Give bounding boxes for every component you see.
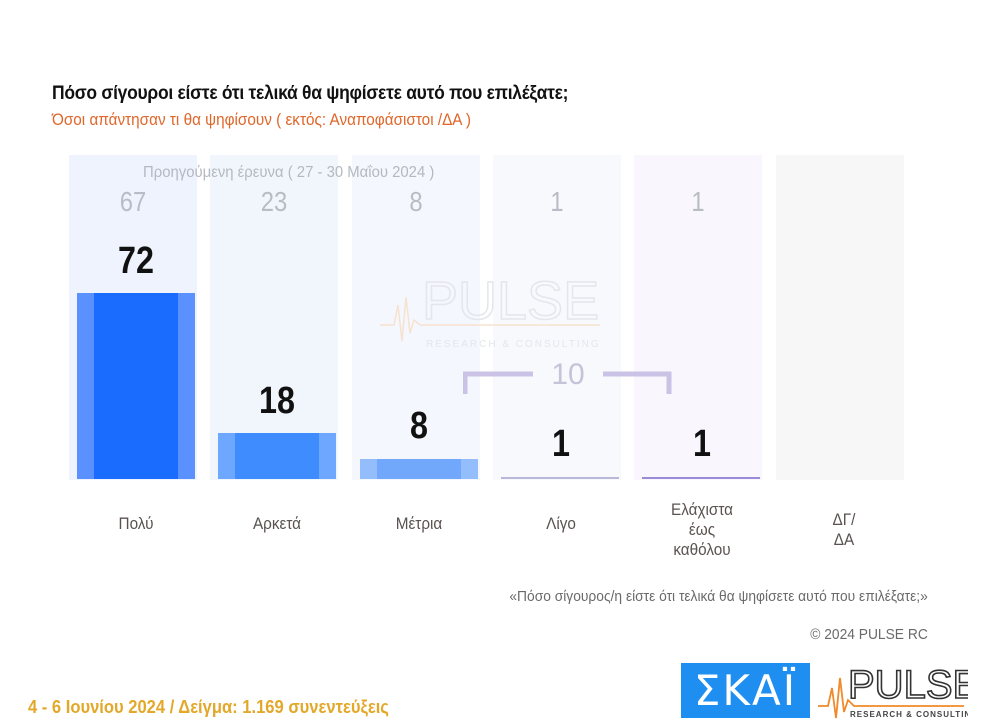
- panel-bg-2: [210, 155, 338, 480]
- panel-bg-3: [352, 155, 480, 480]
- skai-logo: ΣΚΑΪ: [681, 663, 810, 718]
- bar-ligo[interactable]: [501, 477, 619, 479]
- prev-value: 23: [260, 186, 288, 217]
- survey-info: 4 - 6 Ιουνίου 2024 / Δείγμα: 1.169 συνεν…: [28, 697, 389, 717]
- bar-arketa[interactable]: [218, 433, 336, 479]
- svg-text:RESEARCH & CONSULTING: RESEARCH & CONSULTING: [426, 339, 601, 350]
- panel-bg-4: [493, 155, 621, 480]
- sum-bracket: 10: [462, 358, 673, 401]
- previous-survey-caption: Προηγούμενη έρευνα ( 27 - 30 Μαΐου 2024 …: [143, 164, 435, 181]
- pulse-watermark-icon: PULSE RESEARCH & CONSULTING: [380, 270, 601, 350]
- current-value: 1: [552, 423, 570, 465]
- prev-value: 1: [691, 186, 705, 217]
- prev-value: 1: [550, 186, 564, 217]
- svg-text:RESEARCH & CONSULTING: RESEARCH & CONSULTING: [850, 710, 968, 719]
- pulse-logo: PULSE RESEARCH & CONSULTING: [818, 662, 980, 725]
- question-note: «Πόσο σίγουρος/η είστε ότι τελικά θα ψηφ…: [509, 588, 928, 605]
- bracket-icon: [462, 371, 672, 394]
- pulse-watermark: PULSE RESEARCH & CONSULTING: [380, 270, 620, 360]
- category-label: Αρκετά: [252, 514, 302, 533]
- bar-elaxista[interactable]: [642, 477, 760, 479]
- current-value: 72: [118, 240, 154, 282]
- bar-metria[interactable]: [360, 459, 478, 479]
- copyright: © 2024 PULSE RC: [810, 626, 928, 643]
- bracket-label: 10: [551, 358, 585, 391]
- current-value: 1: [693, 423, 711, 465]
- current-value: 18: [259, 380, 295, 422]
- svg-text:PULSE: PULSE: [422, 275, 599, 331]
- pulse-logo-icon: PULSE RESEARCH & CONSULTING: [818, 662, 980, 719]
- chart-title: Πόσο σίγουροι είστε ότι τελικά θα ψηφίσε…: [52, 83, 569, 104]
- category-label: Ελάχιστα έως καθόλου: [670, 500, 734, 559]
- prev-value: 67: [119, 186, 147, 217]
- category-label: Μέτρια: [395, 514, 443, 533]
- category-label: ΔΓ/ ΔΑ: [832, 510, 856, 549]
- category-label: Λίγο: [546, 514, 576, 533]
- chart-subtitle: Όσοι απάντησαν τι θα ψηφίσουν ( εκτός: Α…: [52, 110, 472, 129]
- svg-text:PULSE: PULSE: [848, 663, 968, 707]
- panel-bg-6: [776, 155, 904, 480]
- prev-value: 8: [409, 186, 423, 217]
- category-label: Πολύ: [118, 514, 154, 533]
- bar-polu[interactable]: [77, 293, 195, 479]
- panel-bg-5: [634, 155, 762, 480]
- current-value: 8: [410, 405, 428, 447]
